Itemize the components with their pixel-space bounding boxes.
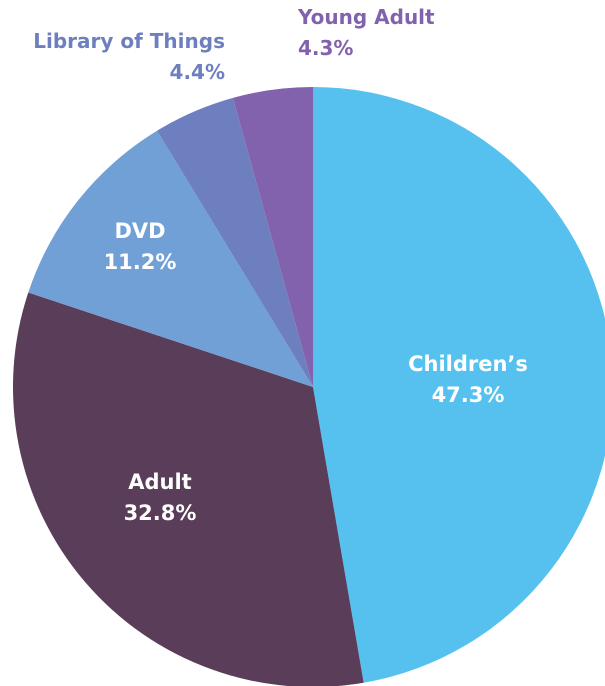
slice-value-adult: 32.8% <box>124 501 197 525</box>
pie-slice-dvd <box>28 130 314 387</box>
slice-value-dvd: 11.2% <box>104 250 177 274</box>
slice-label-childrens: Children’s <box>408 352 528 376</box>
slice-value-childrens: 47.3% <box>432 383 505 407</box>
pie-slice-library-of-things <box>157 97 313 387</box>
slice-value-young-adult: 4.3% <box>298 36 353 60</box>
pie-slice-adult <box>13 292 364 686</box>
slice-label-library-of-things: Library of Things <box>33 29 225 53</box>
pie-slices <box>13 87 605 686</box>
slice-label-adult: Adult <box>128 470 191 494</box>
pie-labels: Children’s 47.3% Adult 32.8% DVD 11.2% Library… <box>33 5 528 525</box>
slice-label-dvd: DVD <box>114 219 165 243</box>
slice-value-library-of-things: 4.4% <box>170 60 225 84</box>
pie-slice-young-adult <box>232 87 313 387</box>
slice-label-young-adult: Young Adult <box>297 5 435 29</box>
pie-slice-childrens <box>313 87 605 683</box>
